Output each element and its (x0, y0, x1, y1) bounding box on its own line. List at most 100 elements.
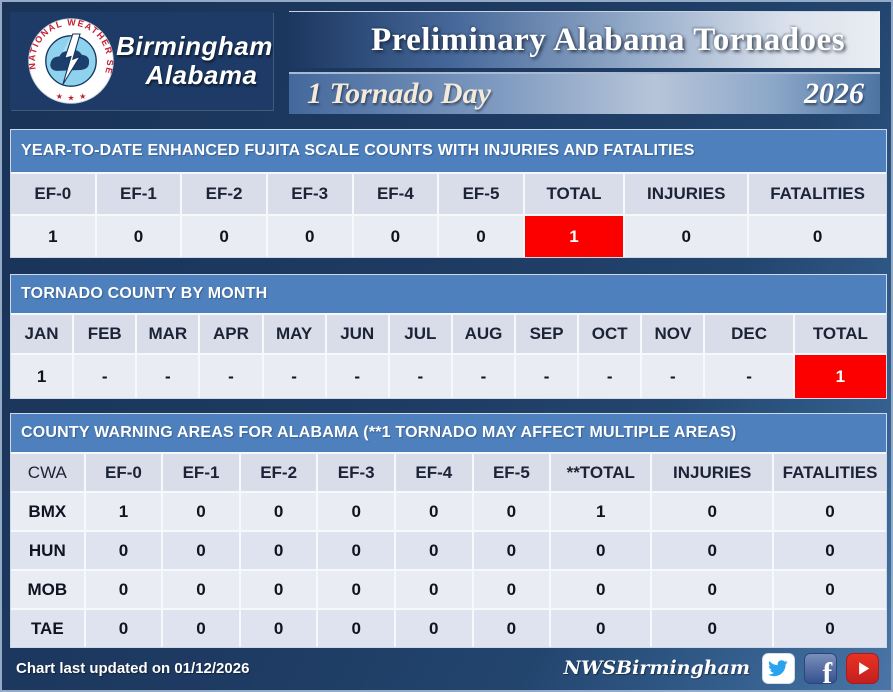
county-warning-areas-table: COUNTY WARNING AREAS FOR ALABAMA (**1 TO… (10, 413, 887, 648)
cell: - (74, 355, 136, 398)
cell: - (137, 355, 199, 398)
year-label: 2026 (804, 77, 864, 110)
main-title-banner: Preliminary Alabama Tornadoes (289, 11, 880, 68)
facebook-icon[interactable]: f (804, 652, 837, 684)
cell: - (642, 355, 704, 398)
agency-name: Birmingham Alabama (116, 30, 273, 90)
cell: - (200, 355, 262, 398)
subtitle-banner: 1 Tornado Day 2026 (289, 72, 880, 114)
cell: 0 (473, 571, 550, 608)
agency-line2: Alabama (145, 60, 258, 90)
cell: 0 (318, 532, 394, 569)
twitter-icon[interactable] (762, 652, 795, 684)
social-icons: f (762, 652, 879, 684)
table-title: TORNADO COUNTY BY MONTH (11, 275, 886, 313)
cell: 0 (551, 571, 651, 608)
table-title: COUNTY WARNING AREAS FOR ALABAMA (**1 TO… (11, 414, 886, 452)
column-header: EF-1 (96, 174, 181, 214)
cell: - (516, 355, 578, 398)
cell: 1 (85, 493, 162, 530)
cell: 0 (85, 571, 162, 608)
agency-line1: Birmingham (116, 30, 273, 61)
cell: 0 (240, 610, 317, 647)
ef-scale-counts-table: YEAR-TO-DATE ENHANCED FUJITA SCALE COUNT… (10, 129, 887, 258)
cell: 0 (96, 216, 181, 257)
column-header: EF-4 (395, 454, 472, 491)
footer: Chart last updated on 01/12/2026 NWSBirm… (2, 646, 891, 690)
cell: 1 (794, 355, 886, 398)
cell: 0 (473, 532, 550, 569)
cell: 0 (182, 216, 266, 257)
cell: 0 (318, 571, 394, 608)
nws-logo-box: NATIONAL WEATHER SERVICE ★ ★ ★ Birmingha… (10, 12, 273, 110)
column-header: SEP (516, 315, 578, 353)
cell: 0 (318, 493, 394, 530)
column-header: AUG (452, 315, 515, 353)
column-header: OCT (579, 315, 641, 353)
cell: 0 (163, 571, 239, 608)
column-header: FATALITIES (774, 454, 886, 491)
column-header: APR (200, 315, 262, 353)
cell: 0 (774, 493, 886, 530)
cell: 0 (652, 532, 773, 569)
column-header: INJURIES (652, 454, 773, 491)
cell: - (452, 355, 515, 398)
column-header: TOTAL (794, 315, 886, 353)
cell: 0 (551, 532, 651, 569)
cell: 0 (749, 216, 886, 257)
svg-text:★: ★ (79, 92, 86, 101)
cell: 1 (11, 216, 95, 257)
column-header: EF-0 (85, 454, 162, 491)
cell: 1 (11, 355, 73, 398)
cell: - (389, 355, 451, 398)
column-header: EF-3 (267, 174, 352, 214)
tornado-count-by-month-table: TORNADO COUNTY BY MONTH JAN FEB MAR APR MAY J… (10, 274, 887, 399)
cell: 0 (240, 532, 317, 569)
column-header: EF-5 (473, 454, 550, 491)
column-header: CWA (11, 454, 84, 491)
cell: 0 (163, 532, 239, 569)
cell: 0 (163, 493, 239, 530)
cell: 0 (774, 532, 886, 569)
cell: 0 (625, 216, 748, 257)
column-header: FATALITIES (749, 174, 886, 214)
cell: 0 (395, 571, 472, 608)
cell: 0 (85, 610, 162, 647)
cell: - (263, 355, 325, 398)
row-label: TAE (11, 610, 84, 647)
column-header: EF-4 (353, 174, 438, 214)
column-header: JUN (326, 315, 388, 353)
cell: 0 (240, 571, 317, 608)
youtube-icon[interactable] (846, 652, 879, 684)
column-header: FEB (74, 315, 136, 353)
row-label: BMX (11, 493, 84, 530)
cell: 0 (652, 571, 773, 608)
cell: 1 (524, 216, 624, 257)
cell: 0 (551, 610, 651, 647)
tornado-day-count: 1 Tornado Day (307, 77, 491, 110)
logo-star: ★ (56, 92, 63, 101)
table-grid: JAN FEB MAR APR MAY JUN JUL AUG SEP OCT NOV DEC TOTA… (11, 315, 886, 398)
cell: 0 (395, 493, 472, 530)
row-label: MOB (11, 571, 84, 608)
cell: 0 (163, 610, 239, 647)
cell: 0 (439, 216, 523, 257)
column-header: **TOTAL (551, 454, 651, 491)
cell: 0 (395, 532, 472, 569)
cell: 0 (395, 610, 472, 647)
cell: 0 (240, 493, 317, 530)
cell: 0 (85, 532, 162, 569)
column-header: INJURIES (625, 174, 748, 214)
column-header: EF-5 (439, 174, 523, 214)
cell: 0 (473, 610, 550, 647)
cell: 1 (551, 493, 651, 530)
column-header: TOTAL (524, 174, 624, 214)
table-title: YEAR-TO-DATE ENHANCED FUJITA SCALE COUNT… (11, 130, 886, 172)
cell: - (705, 355, 793, 398)
nws-logo-icon: NATIONAL WEATHER SERVICE ★ ★ ★ (26, 16, 114, 104)
column-header: EF-2 (240, 454, 317, 491)
last-updated-text: Chart last updated on 01/12/2026 (16, 659, 250, 677)
cell: 0 (652, 610, 773, 647)
cell: 0 (774, 610, 886, 647)
page-title: Preliminary Alabama Tornadoes (370, 21, 846, 58)
